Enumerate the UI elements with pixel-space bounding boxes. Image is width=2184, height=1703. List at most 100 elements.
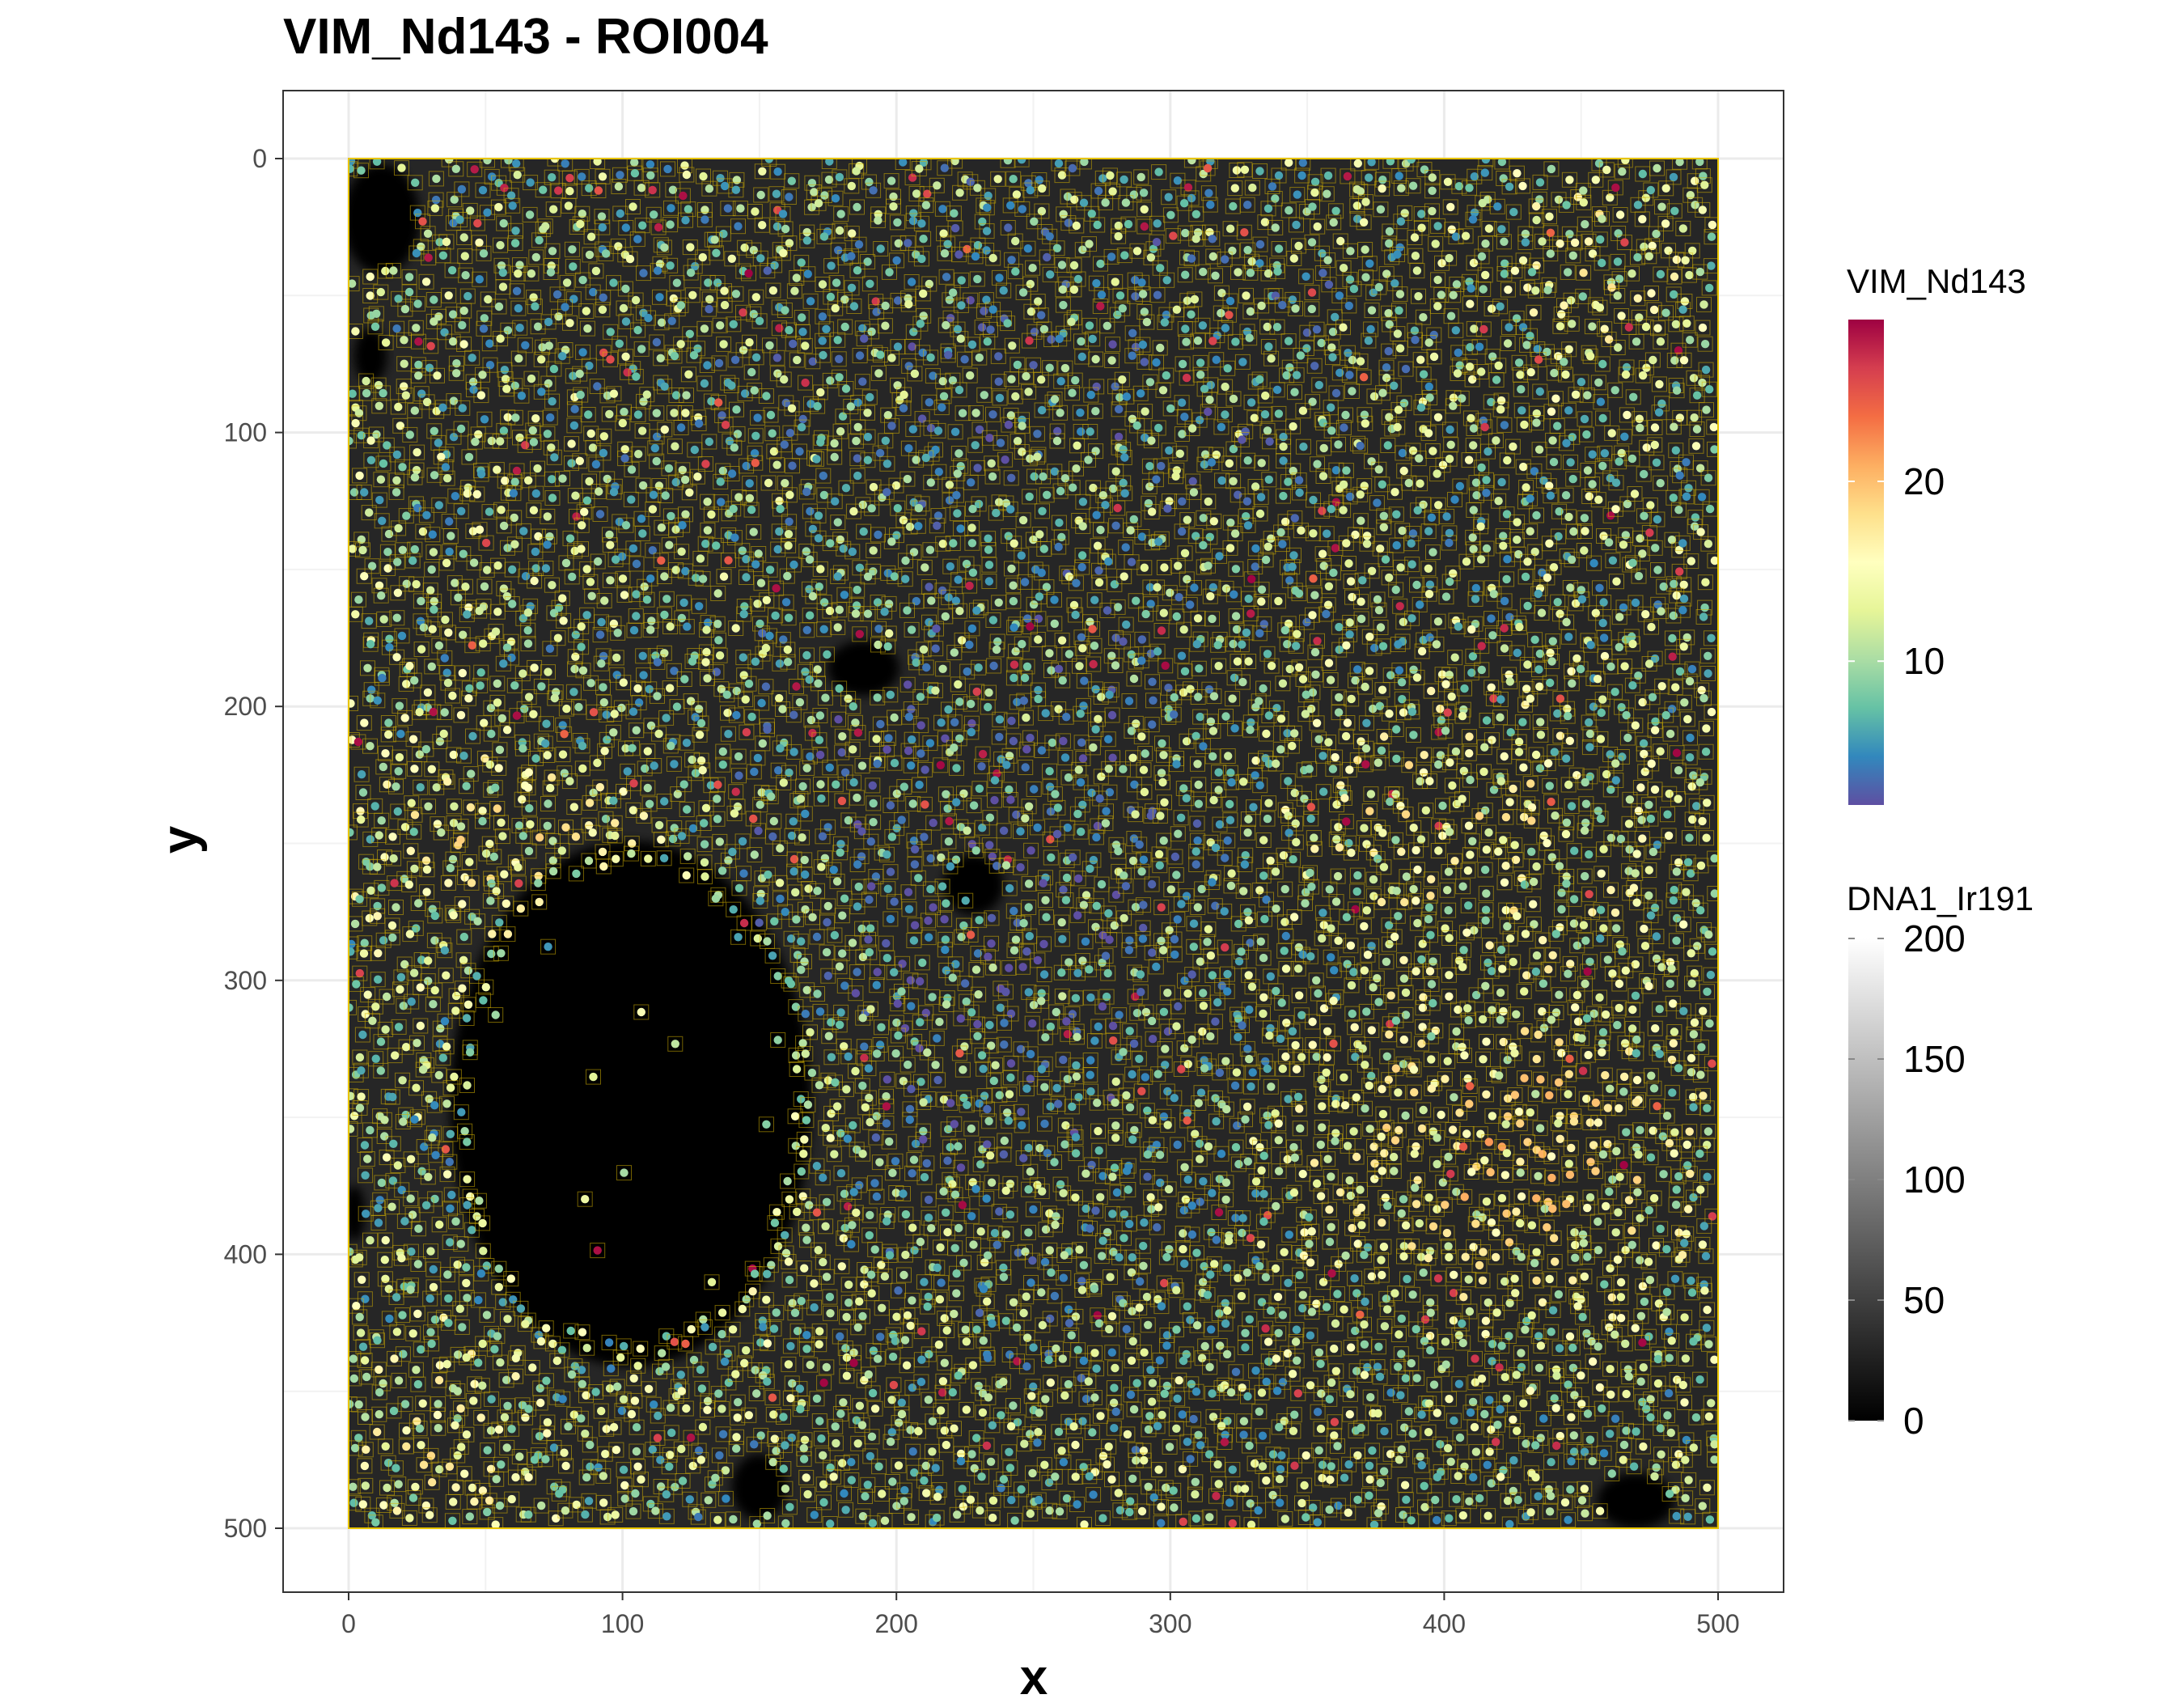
cell-point bbox=[1323, 530, 1331, 538]
cell-point bbox=[1294, 242, 1302, 250]
cell-point bbox=[788, 405, 796, 413]
cell-point bbox=[1279, 492, 1287, 500]
cell-point bbox=[996, 394, 1004, 402]
cell-point bbox=[1225, 311, 1233, 319]
cell-point bbox=[1153, 219, 1162, 227]
cell-point bbox=[1635, 572, 1643, 580]
cell-point bbox=[1018, 205, 1026, 213]
cell-point bbox=[1018, 640, 1026, 648]
cell-point bbox=[1708, 233, 1716, 241]
cell-point bbox=[1409, 182, 1417, 190]
cell-point bbox=[1647, 186, 1655, 194]
cell-point bbox=[1308, 611, 1316, 619]
cell-point bbox=[1084, 455, 1092, 464]
cell-point bbox=[411, 179, 419, 187]
cell-point bbox=[455, 215, 463, 223]
cell-point bbox=[622, 317, 630, 325]
cell-point bbox=[509, 201, 517, 210]
cell-point bbox=[1583, 391, 1591, 399]
cell-point bbox=[647, 616, 655, 625]
cell-point bbox=[935, 468, 943, 476]
cell-point bbox=[1060, 210, 1068, 218]
cell-point bbox=[812, 455, 820, 463]
cell-point bbox=[443, 474, 451, 482]
cell-point bbox=[512, 159, 520, 167]
cell-point bbox=[644, 314, 652, 322]
cell-point bbox=[1622, 371, 1630, 379]
cell-point bbox=[1055, 519, 1063, 527]
cell-point bbox=[1651, 544, 1659, 552]
cell-point bbox=[524, 626, 532, 634]
cell-point bbox=[919, 235, 927, 243]
cell-point bbox=[1411, 233, 1419, 241]
cell-point bbox=[654, 658, 662, 666]
cell-point bbox=[600, 432, 608, 440]
cell-point bbox=[835, 373, 843, 381]
cell-point bbox=[1497, 396, 1505, 405]
cell-point bbox=[1072, 579, 1080, 587]
cell-point bbox=[1133, 247, 1141, 255]
cell-point bbox=[1285, 337, 1293, 345]
cell-point bbox=[1318, 550, 1327, 558]
cell-point bbox=[1140, 189, 1148, 197]
cell-point bbox=[1466, 343, 1474, 351]
cell-point bbox=[410, 676, 418, 684]
cell-point bbox=[568, 245, 576, 253]
cell-point bbox=[1141, 610, 1149, 618]
cell-point bbox=[1141, 564, 1149, 572]
cell-point bbox=[1046, 270, 1054, 278]
cell-point bbox=[853, 266, 861, 274]
cell-point bbox=[1554, 598, 1562, 606]
cell-point bbox=[672, 478, 680, 486]
cell-point bbox=[1452, 232, 1460, 240]
cell-point bbox=[848, 182, 856, 190]
cell-point bbox=[1562, 618, 1570, 626]
cell-point bbox=[1548, 436, 1556, 444]
cell-point bbox=[1522, 573, 1530, 581]
cell-point bbox=[1351, 531, 1359, 539]
cell-point bbox=[1064, 218, 1073, 227]
cell-point bbox=[1439, 461, 1447, 469]
cell-point bbox=[1453, 280, 1461, 288]
cell-point bbox=[1011, 267, 1019, 275]
cell-point bbox=[598, 212, 606, 220]
cell-point bbox=[1347, 577, 1355, 585]
cell-point bbox=[901, 575, 909, 583]
cell-point bbox=[1327, 404, 1335, 412]
cell-point bbox=[1420, 165, 1428, 173]
cell-point bbox=[1206, 201, 1214, 209]
cell-point bbox=[1363, 540, 1371, 548]
cell-point bbox=[1392, 510, 1400, 519]
cell-point bbox=[1476, 523, 1484, 531]
cell-point bbox=[1416, 600, 1424, 608]
cell-point bbox=[1295, 663, 1303, 671]
cell-point bbox=[599, 172, 607, 180]
cell-point bbox=[1617, 311, 1625, 320]
cell-point bbox=[769, 286, 777, 294]
cell-point bbox=[1035, 592, 1043, 600]
cell-point bbox=[526, 178, 534, 186]
cell-point bbox=[1160, 563, 1168, 571]
cell-point bbox=[548, 581, 556, 589]
cell-point bbox=[519, 527, 527, 535]
cell-point bbox=[908, 625, 916, 633]
cell-point bbox=[1412, 252, 1420, 260]
cell-point bbox=[1705, 385, 1713, 393]
cell-point bbox=[1311, 671, 1319, 679]
cell-point bbox=[730, 443, 739, 451]
cell-point bbox=[1634, 201, 1642, 209]
cell-point bbox=[1611, 184, 1619, 192]
cell-point bbox=[1607, 283, 1615, 291]
cell-point bbox=[1308, 238, 1316, 246]
cell-point bbox=[1297, 172, 1306, 180]
cell-point bbox=[660, 244, 668, 252]
cell-point bbox=[1409, 447, 1417, 455]
cell-point bbox=[887, 354, 895, 362]
cell-point bbox=[1467, 284, 1475, 292]
cell-point bbox=[1319, 472, 1327, 480]
cell-point bbox=[1080, 199, 1088, 207]
cell-point bbox=[703, 498, 711, 506]
cell-point bbox=[785, 193, 793, 201]
cell-point bbox=[734, 222, 742, 231]
